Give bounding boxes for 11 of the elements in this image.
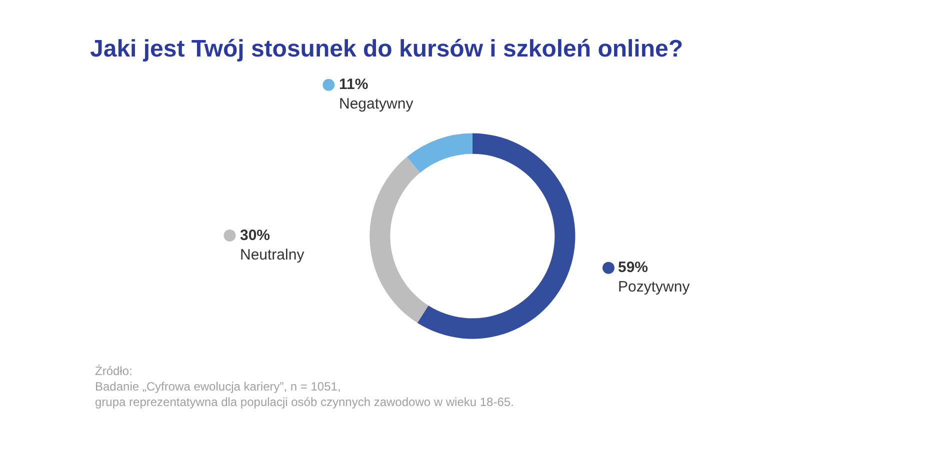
data-label: 11% xyxy=(339,76,368,93)
donut-slice xyxy=(370,156,428,323)
donut-slice xyxy=(417,133,576,339)
donut-slice xyxy=(406,133,472,173)
legend-label: Negatywny xyxy=(339,96,414,112)
chart-title: Jaki jest Twój stosunek do kursów i szkoleń online? xyxy=(90,35,684,62)
text: Źródło: Badanie „Cyfrowa ewolucja kariery”, n = 1051, grupa reprezentatywna dla populacji osób czynnych zawodowo w wieku 18-65. xyxy=(95,364,514,410)
legend-label: Neutralny xyxy=(240,246,305,264)
legend-label: Pozytywny xyxy=(618,278,690,296)
data-label: 30% xyxy=(240,227,270,244)
data-label: 59% xyxy=(618,259,648,276)
